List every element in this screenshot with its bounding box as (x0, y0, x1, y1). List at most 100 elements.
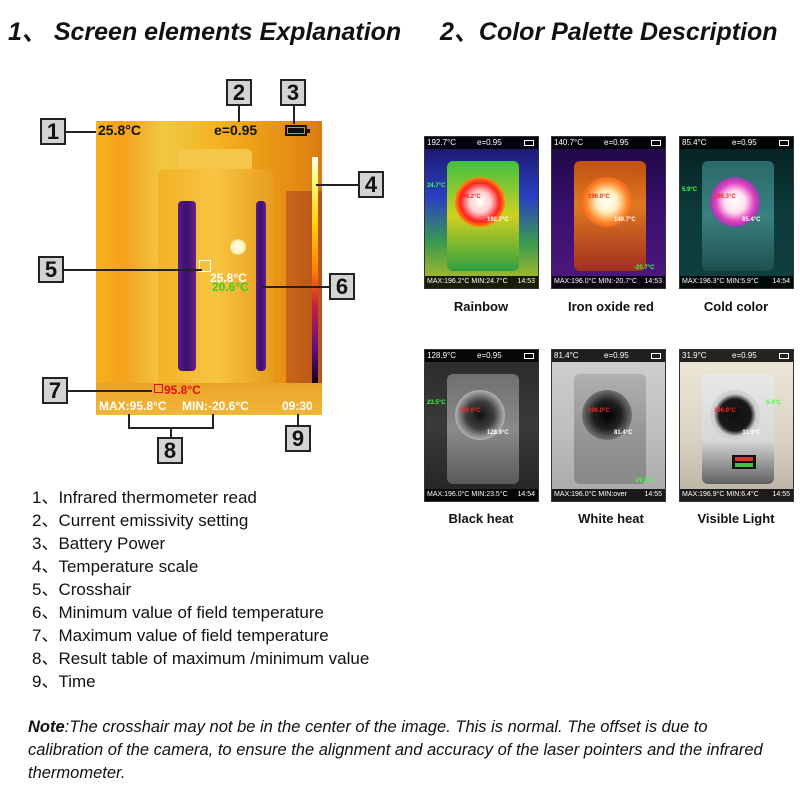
thumb-time: 14:54 (772, 278, 790, 285)
thumb-temp-label: 81.4°C (614, 430, 633, 436)
thumb-time: 14:55 (772, 491, 790, 498)
thumb-time: 14:54 (517, 491, 535, 498)
thumb-temp-label: 31.9°C (742, 430, 761, 436)
callout-4-line (316, 184, 358, 186)
section-title-color-palette: 2、Color Palette Description (440, 18, 778, 46)
thumb-status-bar: 192.7°C e=0.95 (425, 137, 538, 149)
battery-icon (651, 140, 661, 146)
battery-icon (285, 125, 310, 136)
callout-8: 8 (157, 437, 183, 464)
thumb-status-bar: 31.9°C e=0.95 (680, 350, 793, 362)
thumb-heater-ring (710, 390, 760, 440)
max-temp-marker: 95.8°C (164, 383, 201, 397)
thumb-temp-label: 192.7°C (487, 217, 509, 223)
thumb-text: 140.7°C (554, 138, 583, 147)
legend-item: 2、Current emissivity setting (32, 511, 249, 530)
thumb-heater-ring (710, 177, 760, 227)
thumb-heater-ring (455, 177, 505, 227)
note: Note:The crosshair may not be in the cen… (28, 716, 776, 785)
thumb-temp-label: 128.9°C (487, 430, 509, 436)
hot-spot (230, 239, 246, 255)
thumb-text: MAX:196.0°C MIN:-20.7°C (554, 278, 638, 285)
callout-6: 6 (329, 273, 355, 300)
callout-3-line (293, 106, 295, 124)
legend-item: 6、Minimum value of field temperature (32, 603, 324, 622)
thumb-temp-label: 196.0°C (459, 408, 481, 414)
callout-8-line (170, 427, 172, 437)
thumb-text: MAX:196.2°C MIN:24.7°C (427, 278, 508, 285)
battery-icon (651, 353, 661, 359)
callout-6-line (262, 286, 329, 288)
callout-5-line (64, 269, 202, 271)
legend-item: 1、Infrared thermometer read (32, 488, 257, 507)
callout-9: 9 (285, 425, 311, 452)
thumb-status-bar: 140.7°C e=0.95 (552, 137, 665, 149)
note-label: Note (28, 718, 65, 736)
min-label: MIN:-20.6°C (182, 399, 249, 413)
time-label: 09:30 (282, 399, 313, 413)
palette-black-heat-image: 23.5°C 196.0°C 128.9°C 128.9°C e=0.95 MAX… (424, 349, 539, 502)
heater-slot-left (178, 201, 196, 371)
heater-body (158, 169, 274, 401)
battery-icon (779, 140, 789, 146)
thumb-emissivity: e=0.95 (477, 351, 502, 360)
thumb-temp-label: 6.4°C (766, 400, 782, 406)
palette-cold-color-label: Cold color (703, 299, 769, 314)
thumb-temp-label: 24.7°C (427, 183, 446, 189)
callout-5: 5 (38, 256, 64, 283)
thumb-temp-label: -20.7°C (634, 265, 655, 271)
palette-visible-light-image: 6.4°C 196.9°C 31.9°C 31.9°C e=0.95 MAX:19… (679, 349, 794, 502)
thumb-time: 14:53 (644, 278, 662, 285)
legend-item: 7、Maximum value of field temperature (32, 626, 329, 645)
heater-slot-right (256, 201, 266, 371)
thumb-emissivity: e=0.95 (732, 138, 757, 147)
thumb-footer-bar: MAX:196.0°C MIN:23.5°C 14:54 (425, 489, 538, 501)
thumb-status-bar: 85.4°C e=0.95 (680, 137, 793, 149)
thumb-text: 128.9°C (427, 351, 456, 360)
thumb-detail (735, 457, 753, 461)
palette-cold-color-image: 5.9°C 196.3°C 85.4°C 85.4°C e=0.95 MAX:19… (679, 136, 794, 289)
legend-list: 1、Infrared thermometer read 2、Current em… (32, 486, 369, 693)
thumb-text: MAX:196.0°C MIN:23.5°C (427, 491, 508, 498)
thumb-emissivity: e=0.95 (604, 138, 629, 147)
floor (96, 383, 322, 415)
palette-rainbow-label: Rainbow (453, 299, 509, 314)
thumb-temp-label: 196.0°C (588, 408, 610, 414)
callout-9-line (297, 414, 299, 426)
thumb-temp-label: -29.8°C (634, 478, 655, 484)
legend-item: 9、Time (32, 672, 96, 691)
section-title-screen-elements: 1、 Screen elements Explanation (8, 18, 402, 46)
thumb-status-bar: 128.9°C e=0.95 (425, 350, 538, 362)
callout-8-bracket-right (212, 414, 214, 428)
palette-rainbow-image: 24.7°C 196.2°C 192.7°C 192.7°C e=0.95 MAX… (424, 136, 539, 289)
thumb-temp-label: 196.2°C (459, 194, 481, 200)
thumb-detail (735, 463, 753, 467)
legend-item: 8、Result table of maximum /minimum value (32, 649, 370, 668)
thumb-footer-bar: MAX:196.0°C MIN:-20.7°C 14:53 (552, 276, 665, 288)
temp-read: 25.8°C (98, 122, 141, 138)
palette-iron-oxide-red-image: 196.0°C 140.7°C -20.7°C 140.7°C e=0.95 MA… (551, 136, 666, 289)
crosshair-temp: 25.8°C (210, 271, 247, 285)
thumb-text: 85.4°C (682, 138, 707, 147)
thumb-emissivity: e=0.95 (604, 351, 629, 360)
callout-7-line (68, 390, 152, 392)
thermal-screen: 25.8°C 20.6°C 95.8°C MAX:95.8°C MIN:-20.… (96, 121, 322, 415)
thumb-temp-label: 5.9°C (682, 187, 698, 193)
callout-2: 2 (226, 79, 252, 106)
palette-black-heat-label: Black heat (448, 511, 514, 526)
thumb-time: 14:53 (517, 278, 535, 285)
legend-item: 4、Temperature scale (32, 557, 199, 576)
thumb-time: 14:55 (644, 491, 662, 498)
battery-icon (524, 140, 534, 146)
battery-icon (524, 353, 534, 359)
min-temp-marker: 20.6°C (212, 280, 249, 294)
callout-3: 3 (280, 79, 306, 106)
thumb-text: 192.7°C (427, 138, 456, 147)
thumb-temp-label: 23.5°C (427, 400, 446, 406)
thumb-heater-ring (455, 390, 505, 440)
crosshair-icon (199, 260, 211, 272)
thumb-text: MAX:196.3°C MIN:5.9°C (682, 278, 759, 285)
thumb-heater-ring (582, 390, 632, 440)
thumb-temp-label: 196.3°C (714, 194, 736, 200)
thumb-emissivity: e=0.95 (477, 138, 502, 147)
